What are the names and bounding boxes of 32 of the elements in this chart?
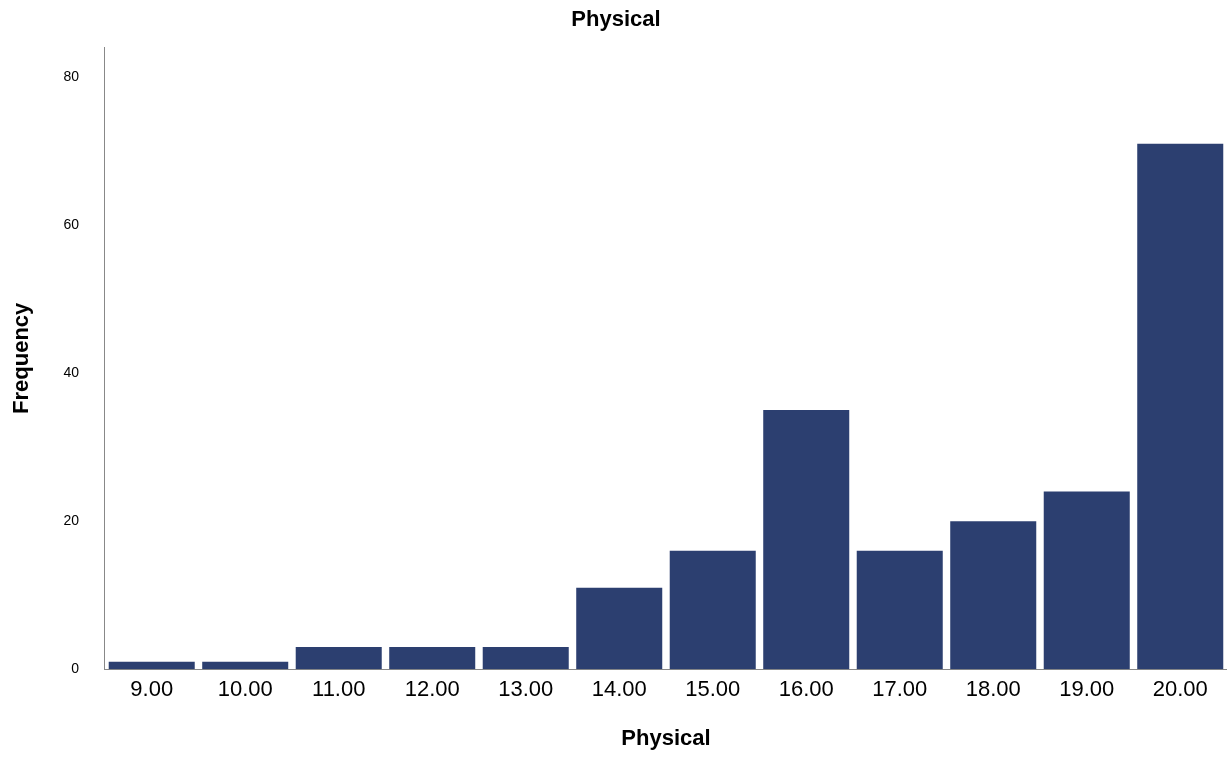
x-tick-label: 14.00	[591, 676, 647, 702]
bar	[295, 646, 382, 670]
x-tick-label: 9.00	[130, 676, 174, 702]
y-tick-label: 40	[63, 363, 80, 380]
bar	[1137, 143, 1224, 670]
x-tick-label: 19.00	[1059, 676, 1115, 702]
bar	[108, 661, 195, 670]
x-tick-label: 20.00	[1152, 676, 1208, 702]
y-tick-label: 60	[63, 215, 80, 232]
x-tick-label: 17.00	[872, 676, 928, 702]
x-axis-title: Physical	[621, 724, 711, 750]
y-tick-label: 0	[71, 660, 80, 677]
bar	[856, 550, 943, 670]
bar	[482, 646, 569, 670]
bar	[763, 410, 850, 670]
x-tick-label: 11.00	[312, 676, 366, 702]
bar	[950, 521, 1037, 670]
bar	[1043, 491, 1130, 670]
x-tick-label: 10.00	[217, 676, 273, 702]
x-tick-label: 13.00	[498, 676, 554, 702]
chart-title: Physical	[571, 6, 661, 32]
bar	[669, 550, 756, 670]
x-tick-label: 16.00	[778, 676, 834, 702]
bar	[202, 661, 289, 670]
x-tick-label: 18.00	[965, 676, 1021, 702]
y-axis-title: Frequency	[8, 301, 34, 414]
y-tick-label: 20	[63, 512, 80, 529]
bar	[576, 587, 663, 670]
x-tick-label: 15.00	[685, 676, 741, 702]
bar	[389, 646, 476, 670]
x-tick-label: 12.00	[404, 676, 460, 702]
y-tick-label: 80	[63, 67, 80, 84]
